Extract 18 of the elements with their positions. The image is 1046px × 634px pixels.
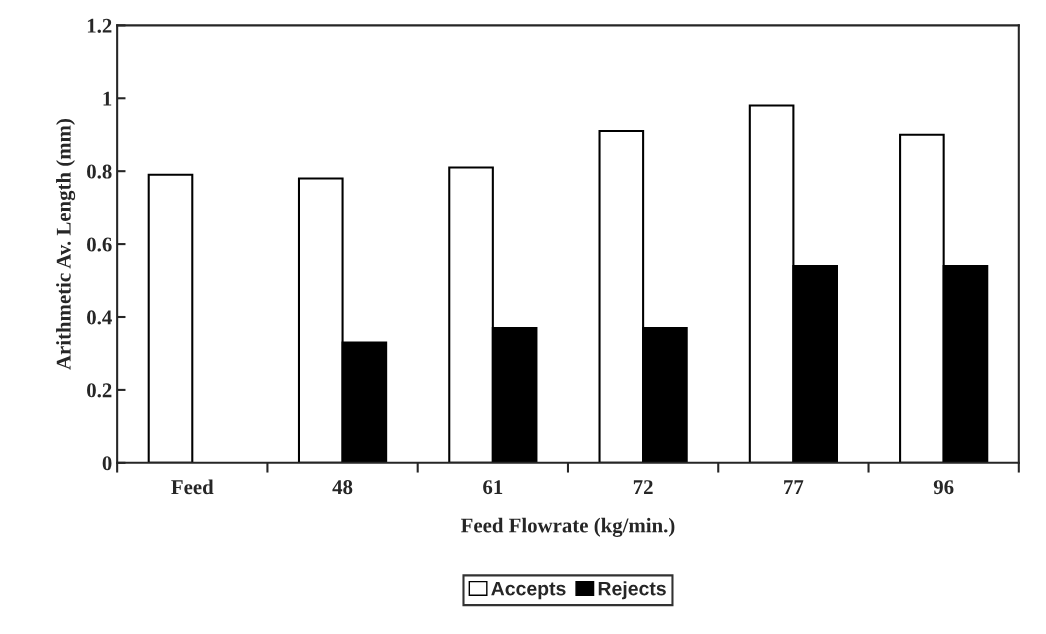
y-axis-title: Arithmetic Av. Length (mm) (56, 119, 76, 370)
x-axis-title: Feed Flowrate (kg/min.) (461, 517, 675, 537)
y-tick-label: 0.8 (87, 164, 112, 179)
x-tick-label: Feed (171, 479, 214, 495)
y-tick-label: 0.2 (87, 383, 112, 398)
bar (147, 173, 194, 463)
legend-label: Accepts (491, 581, 566, 600)
x-tick-label: 48 (332, 480, 353, 495)
x-tick-label: 72 (633, 480, 653, 494)
y-tick-label: 0.6 (87, 237, 112, 252)
x-tick-label: 77 (784, 480, 804, 494)
y-tick-label: 0 (102, 456, 112, 471)
y-tick-label: 1 (103, 91, 112, 106)
y-tick-label: 0.4 (87, 310, 112, 325)
legend-label: Rejects (598, 581, 666, 600)
y-tick-label: 1.2 (87, 18, 112, 33)
x-tick-label: 96 (933, 480, 954, 495)
x-tick-label: 61 (483, 480, 503, 495)
